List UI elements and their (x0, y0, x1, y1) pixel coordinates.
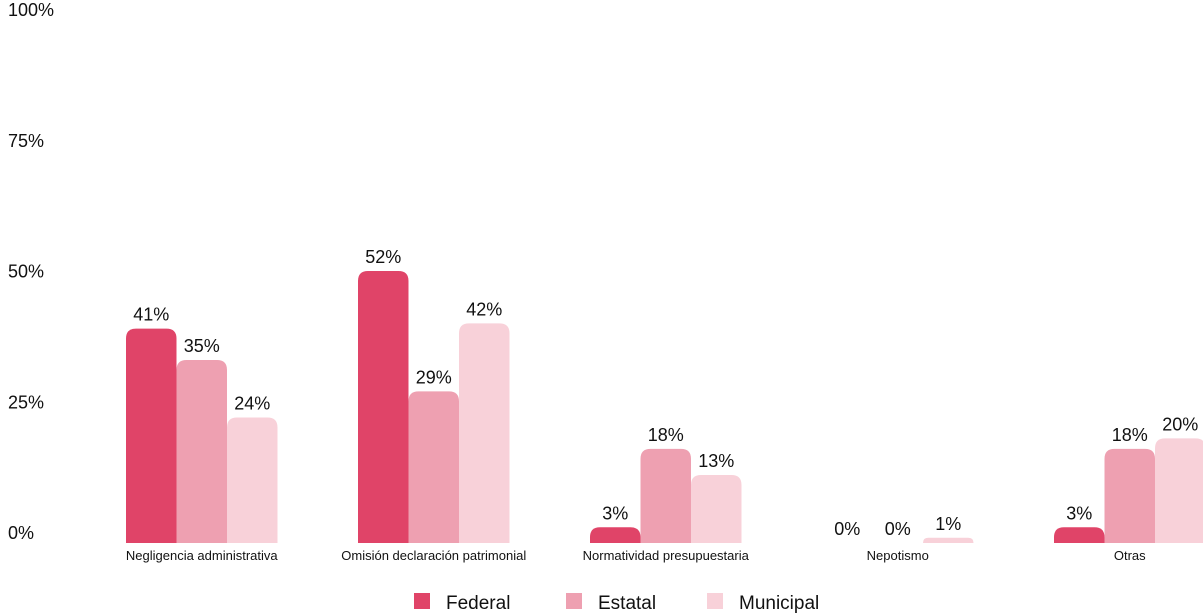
legend-label-estatal: Estatal (598, 593, 656, 614)
data-label-estatal-nepotismo: 0% (885, 519, 911, 539)
category-label-omision-declaracion-patrimonial: Omisión declaración patrimonial (341, 548, 526, 563)
legend-swatch-federal (414, 593, 430, 609)
data-label-municipal-negligencia-administrativa: 24% (234, 393, 270, 413)
bar-federal-negligencia-administrativa (126, 328, 177, 543)
data-label-estatal-otras: 18% (1112, 425, 1148, 445)
legend-swatch-estatal (566, 593, 582, 609)
data-label-federal-nepotismo: 0% (834, 519, 860, 539)
y-axis: 0% 25% 50% 75% 100% (8, 0, 54, 543)
bar-estatal-normatividad-presupuestaria (640, 448, 691, 543)
bar-municipal-otras (1155, 438, 1203, 543)
bar-estatal-otras (1104, 448, 1155, 543)
category-label-otras: Otras (1114, 548, 1146, 563)
y-tick-label: 50% (8, 262, 44, 282)
category-label-negligencia-administrativa: Negligencia administrativa (126, 548, 279, 563)
data-label-federal-omision-declaracion-patrimonial: 52% (365, 247, 401, 267)
y-tick-label: 100% (8, 0, 54, 20)
data-label-municipal-nepotismo: 1% (935, 514, 961, 534)
data-label-municipal-otras: 20% (1162, 414, 1198, 434)
legend-label-federal: Federal (446, 593, 510, 614)
data-label-federal-otras: 3% (1066, 503, 1092, 523)
bar-federal-normatividad-presupuestaria (590, 527, 641, 543)
bar-estatal-negligencia-administrativa (176, 359, 227, 543)
x-axis: Negligencia administrativa Omisión declar… (126, 548, 1146, 563)
legend: Federal Estatal Municipal (414, 593, 819, 614)
bar-municipal-normatividad-presupuestaria (691, 475, 742, 543)
data-label-estatal-negligencia-administrativa: 35% (184, 336, 220, 356)
data-label-federal-normatividad-presupuestaria: 3% (602, 503, 628, 523)
data-label-federal-negligencia-administrativa: 41% (133, 305, 169, 325)
bar-municipal-nepotismo (923, 537, 974, 543)
y-tick-label: 75% (8, 131, 44, 151)
bar-estatal-omision-declaracion-patrimonial (408, 391, 459, 543)
bar-federal-otras (1054, 527, 1105, 543)
data-label-estatal-omision-declaracion-patrimonial: 29% (416, 367, 452, 387)
bar-municipal-negligencia-administrativa (227, 417, 278, 543)
bar-municipal-omision-declaracion-patrimonial (459, 323, 510, 543)
bar-federal-omision-declaracion-patrimonial (358, 271, 409, 543)
data-label-municipal-omision-declaracion-patrimonial: 42% (466, 299, 502, 319)
y-tick-label: 25% (8, 392, 44, 412)
legend-swatch-municipal (707, 593, 723, 609)
y-tick-label: 0% (8, 523, 34, 543)
legend-label-municipal: Municipal (739, 593, 819, 614)
data-label-estatal-normatividad-presupuestaria: 18% (648, 425, 684, 445)
bars: 41% 35% 24% 52% 29% 42% 3% 18% 13% 0% 0% 1% 3% 18% 20% (126, 247, 1203, 543)
data-label-municipal-normatividad-presupuestaria: 13% (698, 451, 734, 471)
category-label-normatividad-presupuestaria: Normatividad presupuestaria (583, 548, 750, 563)
category-label-nepotismo: Nepotismo (867, 548, 929, 563)
